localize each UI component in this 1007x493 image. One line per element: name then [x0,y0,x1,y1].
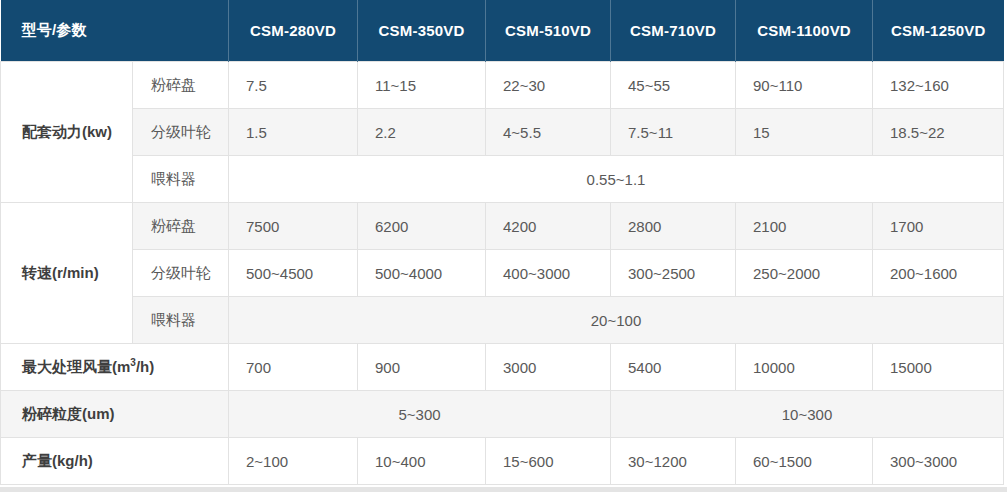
model-header: CSM-350VD [358,0,486,62]
merged-value-cell: 10~300 [611,391,1004,438]
value-cell: 4200 [486,203,611,250]
table-row-speed-disc: 转速(r/min) 粉碎盘 7500 6200 4200 2800 2100 1… [1,203,1004,250]
value-cell: 5400 [611,344,736,391]
row-label-disc: 粉碎盘 [133,62,229,109]
value-cell: 900 [358,344,486,391]
airflow-label-prefix: 最大处理风量(m [22,358,130,375]
value-cell: 250~2000 [736,250,873,297]
value-cell: 18.5~22 [873,109,1004,156]
row-label-feeder: 喂料器 [133,156,229,203]
table-row-speed-feeder: 喂料器 20~100 [1,297,1004,344]
merged-value-cell: 20~100 [229,297,1004,344]
value-cell: 700 [229,344,358,391]
table-row-speed-impeller: 分级叶轮 500~4500 500~4000 400~3000 300~2500… [1,250,1004,297]
airflow-label-suffix: /h) [136,358,154,375]
value-cell: 300~3000 [873,438,1004,485]
value-cell: 2800 [611,203,736,250]
merged-value-cell: 5~300 [229,391,611,438]
table-row-fineness: 粉碎粒度(um) 5~300 10~300 [1,391,1004,438]
value-cell: 1.5 [229,109,358,156]
value-cell: 400~3000 [486,250,611,297]
section-label-speed: 转速(r/min) [1,203,133,344]
model-header: CSM-710VD [611,0,736,62]
value-cell: 500~4500 [229,250,358,297]
merged-value-cell: 0.55~1.1 [229,156,1004,203]
table-row-power-impeller: 分级叶轮 1.5 2.2 4~5.5 7.5~11 15 18.5~22 [1,109,1004,156]
spec-table-page: 型号/参数 CSM-280VD CSM-350VD CSM-510VD CSM-… [0,0,1007,493]
value-cell: 22~30 [486,62,611,109]
section-label-power: 配套动力(kw) [1,62,133,203]
row-label-disc: 粉碎盘 [133,203,229,250]
table-row-airflow: 最大处理风量(m3/h) 700 900 3000 5400 10000 150… [1,344,1004,391]
value-cell: 300~2500 [611,250,736,297]
row-label-feeder: 喂料器 [133,297,229,344]
value-cell: 15000 [873,344,1004,391]
table-row-capacity: 产量(kg/h) 2~100 10~400 15~600 30~1200 60~… [1,438,1004,485]
model-header: CSM-280VD [229,0,358,62]
value-cell: 30~1200 [611,438,736,485]
value-cell: 90~110 [736,62,873,109]
value-cell: 500~4000 [358,250,486,297]
value-cell: 200~1600 [873,250,1004,297]
value-cell: 10~400 [358,438,486,485]
value-cell: 11~15 [358,62,486,109]
value-cell: 7500 [229,203,358,250]
model-header: CSM-1100VD [736,0,873,62]
model-header: CSM-510VD [486,0,611,62]
value-cell: 60~1500 [736,438,873,485]
value-cell: 15~600 [486,438,611,485]
header-row: 型号/参数 CSM-280VD CSM-350VD CSM-510VD CSM-… [1,0,1004,62]
row-label-impeller: 分级叶轮 [133,250,229,297]
product-spec-table: 型号/参数 CSM-280VD CSM-350VD CSM-510VD CSM-… [0,0,1004,485]
value-cell: 2100 [736,203,873,250]
table-row-power-disc: 配套动力(kw) 粉碎盘 7.5 11~15 22~30 45~55 90~11… [1,62,1004,109]
value-cell: 2.2 [358,109,486,156]
value-cell: 4~5.5 [486,109,611,156]
value-cell: 3000 [486,344,611,391]
value-cell: 7.5~11 [611,109,736,156]
value-cell: 6200 [358,203,486,250]
value-cell: 1700 [873,203,1004,250]
page-bottom-strip [0,487,1007,492]
section-label-fineness: 粉碎粒度(um) [1,391,229,438]
value-cell: 45~55 [611,62,736,109]
section-label-capacity: 产量(kg/h) [1,438,229,485]
value-cell: 15 [736,109,873,156]
value-cell: 2~100 [229,438,358,485]
section-label-airflow: 最大处理风量(m3/h) [1,344,229,391]
value-cell: 7.5 [229,62,358,109]
value-cell: 132~160 [873,62,1004,109]
table-row-power-feeder: 喂料器 0.55~1.1 [1,156,1004,203]
row-label-impeller: 分级叶轮 [133,109,229,156]
model-header: CSM-1250VD [873,0,1004,62]
value-cell: 10000 [736,344,873,391]
corner-header-cell: 型号/参数 [1,0,229,62]
